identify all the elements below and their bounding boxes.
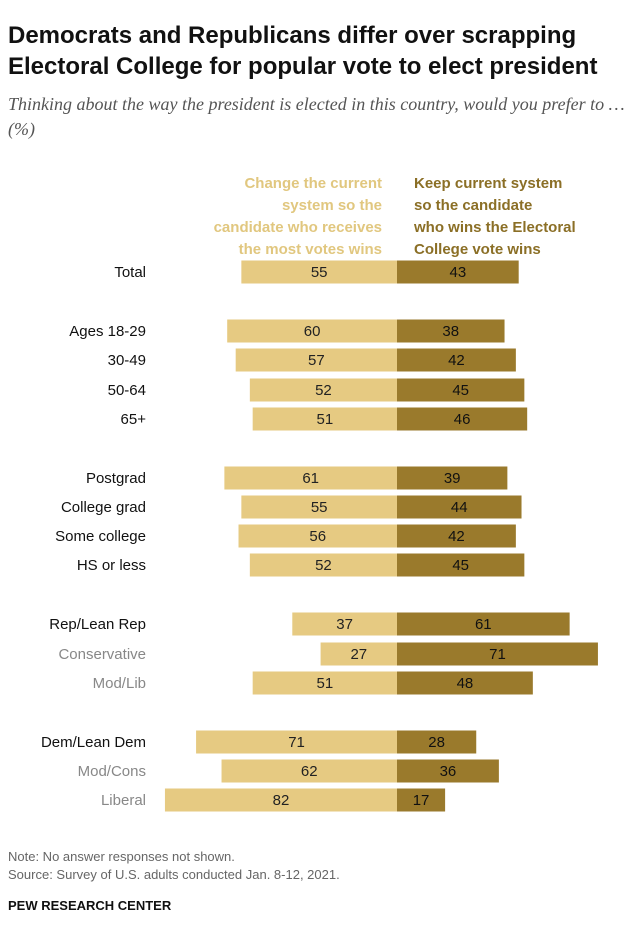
- bar-change: [320, 642, 397, 666]
- value-label-keep: 42: [448, 352, 465, 369]
- value-label-change: 82: [273, 792, 290, 809]
- bar-keep: [397, 378, 525, 402]
- category-label: College grad: [61, 499, 146, 516]
- category-label: Liberal: [101, 792, 146, 809]
- bar-change: [249, 553, 397, 577]
- category-label: 30-49: [108, 352, 146, 369]
- category-label: Total: [114, 264, 146, 281]
- note-text: Note: No answer responses not shown.: [8, 849, 235, 864]
- bar-keep: [397, 788, 446, 812]
- bar-keep: [397, 612, 570, 636]
- bar-keep: [397, 466, 508, 490]
- value-label-change: 60: [304, 323, 321, 340]
- value-label-keep: 44: [451, 499, 468, 516]
- bar-change: [221, 759, 397, 783]
- bar-keep: [397, 759, 499, 783]
- value-label-keep: 28: [428, 734, 445, 751]
- category-label: Some college: [55, 528, 146, 545]
- org-name: PEW RESEARCH CENTER: [8, 898, 172, 913]
- source-text: Source: Survey of U.S. adults conducted …: [8, 867, 340, 882]
- value-label-keep: 39: [444, 470, 461, 487]
- bar-keep: [397, 642, 598, 666]
- bar-change: [196, 730, 397, 754]
- category-label: 50-64: [108, 382, 146, 399]
- chart-title: Democrats and Republicans differ over sc…: [8, 22, 598, 80]
- value-label-change: 27: [350, 646, 367, 663]
- diverging-bar-chart: Total 55 43 Ages 18-29 60 38 30-49 57 42 50-64 52 4…: [41, 260, 598, 812]
- value-label-keep: 48: [457, 675, 474, 692]
- value-label-keep: 61: [475, 616, 492, 633]
- value-label-change: 55: [311, 264, 328, 281]
- bar-keep: [397, 524, 516, 548]
- value-label-keep: 17: [413, 792, 430, 809]
- value-label-keep: 36: [440, 763, 457, 780]
- bar-change: [241, 260, 397, 284]
- value-label-change: 51: [316, 411, 333, 428]
- value-label-change: 57: [308, 352, 325, 369]
- bar-keep: [397, 260, 519, 284]
- bar-change: [164, 788, 397, 812]
- bar-change: [249, 378, 397, 402]
- value-label-change: 71: [288, 734, 305, 751]
- legend-keep: Keep current system so the candidate who…: [414, 175, 576, 258]
- bar-change: [292, 612, 397, 636]
- value-label-change: 61: [302, 470, 319, 487]
- value-label-change: 51: [316, 675, 333, 692]
- category-label: Postgrad: [86, 470, 146, 487]
- category-label: Mod/Lib: [93, 675, 146, 692]
- bar-change: [238, 524, 397, 548]
- category-label: Ages 18-29: [69, 323, 146, 340]
- value-label-keep: 45: [452, 557, 469, 574]
- value-label-change: 52: [315, 557, 332, 574]
- value-label-change: 37: [336, 616, 353, 633]
- bar-change: [252, 671, 397, 695]
- bar-keep: [397, 553, 525, 577]
- category-label: HS or less: [77, 557, 146, 574]
- bar-keep: [397, 348, 516, 372]
- bar-change: [241, 495, 397, 519]
- value-label-change: 55: [311, 499, 328, 516]
- bar-keep: [397, 671, 533, 695]
- category-label: Mod/Cons: [78, 763, 146, 780]
- bar-keep: [397, 407, 528, 431]
- category-label: Rep/Lean Rep: [49, 616, 146, 633]
- bar-change: [224, 466, 397, 490]
- bar-keep: [397, 730, 477, 754]
- legend-change: Change the current system so the candida…: [213, 175, 382, 258]
- value-label-keep: 45: [452, 382, 469, 399]
- value-label-keep: 38: [442, 323, 459, 340]
- chart-subtitle: Thinking about the way the president is …: [8, 94, 625, 139]
- value-label-keep: 71: [489, 646, 506, 663]
- category-label: Dem/Lean Dem: [41, 734, 146, 751]
- category-label: 65+: [121, 411, 147, 428]
- value-label-change: 56: [309, 528, 326, 545]
- value-label-change: 62: [301, 763, 318, 780]
- bar-keep: [397, 319, 505, 343]
- bar-change: [252, 407, 397, 431]
- bar-change: [227, 319, 397, 343]
- category-label: Conservative: [58, 646, 146, 663]
- value-label-keep: 43: [450, 264, 467, 281]
- bar-change: [235, 348, 397, 372]
- value-label-keep: 46: [454, 411, 471, 428]
- value-label-keep: 42: [448, 528, 465, 545]
- value-label-change: 52: [315, 382, 332, 399]
- bar-keep: [397, 495, 522, 519]
